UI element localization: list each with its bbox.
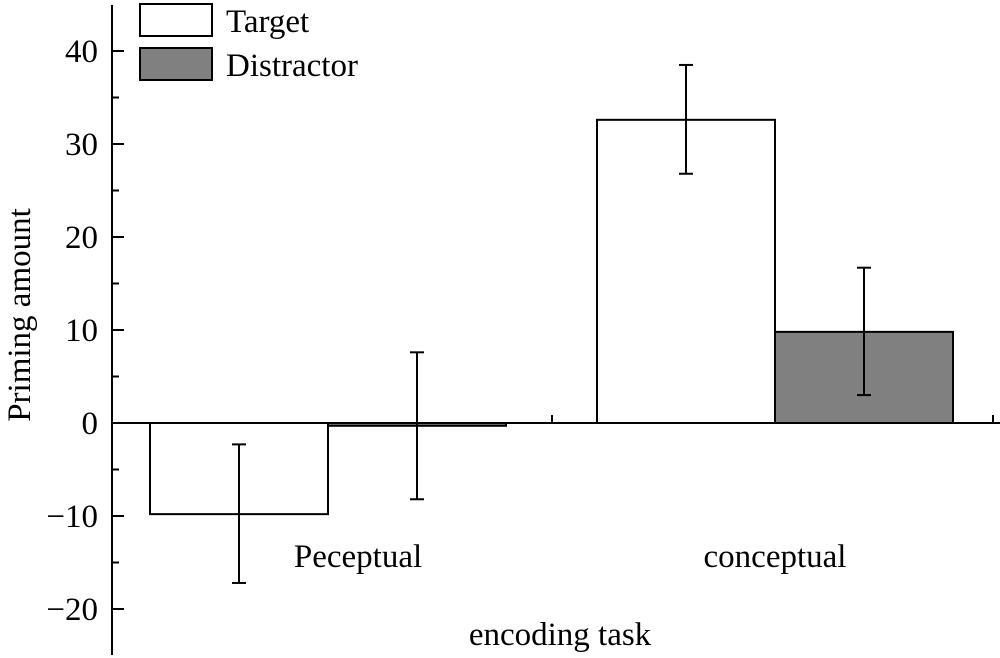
legend-label-target: Target (226, 4, 309, 40)
y-axis-label: Priming amount (2, 208, 38, 422)
legend-label-distractor: Distractor (226, 48, 358, 84)
legend-swatch-distractor (139, 47, 213, 81)
y-tick-label: 30 (65, 127, 98, 163)
bars (149, 118, 954, 516)
y-tick-label: 10 (65, 313, 98, 349)
category-label: Peceptual (294, 539, 422, 575)
error-bars (232, 63, 871, 584)
y-tick-label: 0 (82, 406, 99, 442)
y-tick-label: −10 (46, 499, 98, 535)
y-ticks: −20 −10 0 10 20 30 40 (46, 34, 124, 628)
category-label: conceptual (704, 539, 847, 575)
y-tick-label: 20 (65, 220, 98, 256)
category-labels: Peceptual conceptual (294, 539, 847, 575)
x-axis-label: encoding task (469, 617, 652, 653)
legend: Target Distractor (139, 3, 358, 84)
legend-swatch-target (139, 3, 213, 37)
y-tick-label: 40 (65, 34, 98, 70)
axes (111, 5, 1000, 655)
y-tick-label: −20 (46, 592, 98, 628)
